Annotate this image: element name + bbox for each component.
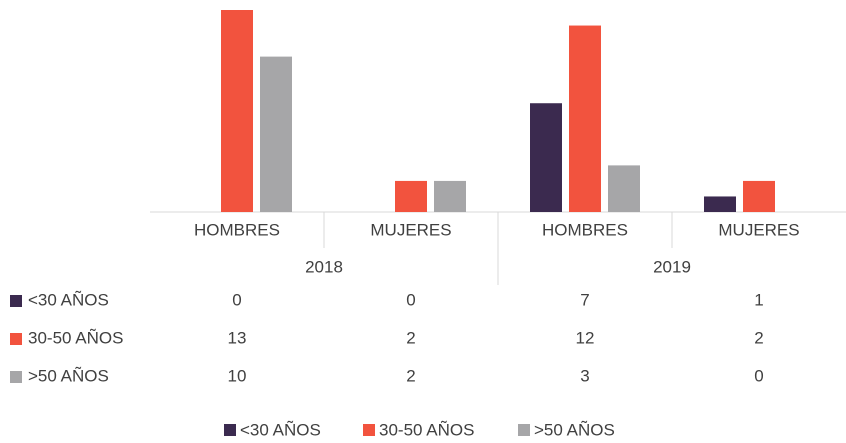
bar (704, 196, 736, 212)
legend-label: <30 AÑOS (240, 420, 321, 439)
table-cell: 3 (580, 366, 589, 385)
legend-key (224, 424, 236, 436)
table-cell: 2 (754, 328, 763, 347)
table-legend-key (10, 333, 22, 345)
group-label: 2018 (305, 257, 343, 276)
legend-label: >50 AÑOS (534, 420, 615, 439)
x-tick-label: MUJERES (370, 220, 451, 239)
legend-key (518, 424, 530, 436)
table-legend-key (10, 295, 22, 307)
legend-label: 30-50 AÑOS (379, 420, 474, 439)
table-cell: 0 (754, 366, 763, 385)
x-tick-label: HOMBRES (542, 220, 628, 239)
legend-key (363, 424, 375, 436)
bar (221, 10, 253, 212)
table-row-label: <30 AÑOS (28, 290, 109, 309)
table-row-label: 30-50 AÑOS (28, 328, 123, 347)
x-tick-label: HOMBRES (194, 220, 280, 239)
table-cell: 10 (228, 366, 247, 385)
table-cell: 2 (406, 366, 415, 385)
table-cell: 12 (576, 328, 595, 347)
bar (395, 180, 427, 212)
table-cell: 1 (754, 290, 763, 309)
bar (260, 56, 292, 212)
table-cell: 0 (232, 290, 241, 309)
table-row-label: >50 AÑOS (28, 366, 109, 385)
table-cell: 2 (406, 328, 415, 347)
table-cell: 13 (228, 328, 247, 347)
bar (530, 103, 562, 212)
table-cell: 7 (580, 290, 589, 309)
bar (743, 180, 775, 212)
table-cell: 0 (406, 290, 415, 309)
x-tick-label: MUJERES (718, 220, 799, 239)
table-legend-key (10, 371, 22, 383)
group-label: 2019 (653, 257, 691, 276)
bar (434, 180, 466, 212)
bar (608, 165, 640, 212)
bar (569, 25, 601, 212)
